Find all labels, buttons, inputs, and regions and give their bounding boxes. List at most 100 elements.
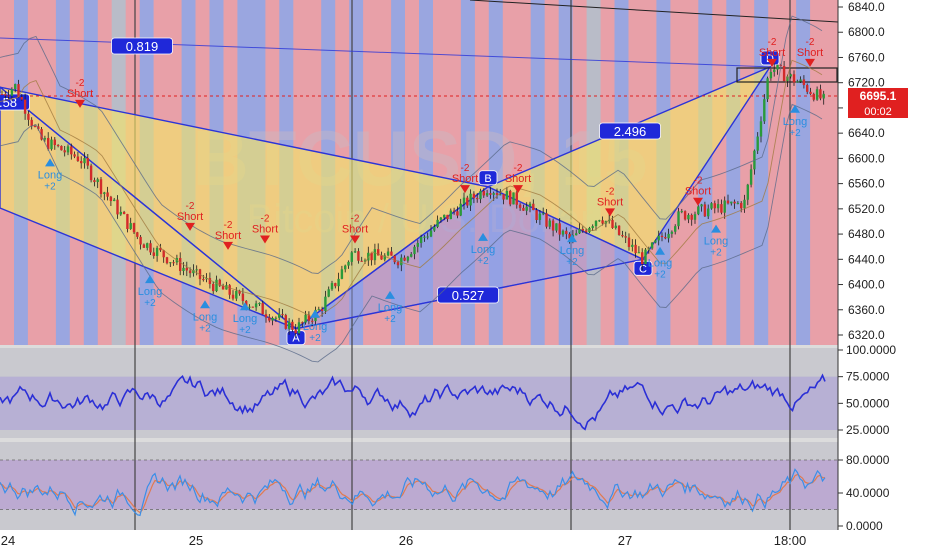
candle-body — [594, 220, 598, 227]
candle-body — [96, 179, 99, 183]
candle-body — [456, 211, 459, 216]
candle-body — [400, 257, 403, 266]
candle-body — [248, 306, 251, 308]
signal-qty: +2 — [477, 256, 489, 267]
candle-body — [472, 193, 476, 199]
candle-body — [53, 139, 56, 146]
candle-body — [185, 267, 188, 271]
candle-body — [462, 197, 466, 204]
candle-body — [617, 225, 621, 236]
rsi-line — [0, 373, 826, 431]
long-arrow-icon — [145, 275, 155, 284]
bollinger-lines — [0, 15, 823, 363]
candle-body — [360, 260, 363, 262]
time-axis: 24 25 26 27 18:00 — [1, 533, 807, 548]
long-signal: Long+2 — [378, 290, 402, 325]
candle-body — [146, 243, 149, 248]
candle-body — [116, 199, 119, 215]
price-tick-label: 6480.0 — [848, 227, 885, 241]
candle-body — [419, 236, 423, 244]
candle-body — [7, 95, 10, 97]
candle-body — [515, 192, 518, 205]
signal-text: Long — [193, 311, 217, 323]
signal-text: Long — [303, 321, 327, 333]
candle-body — [759, 121, 763, 137]
candle-body — [136, 232, 139, 237]
signal-text: Long — [783, 116, 807, 128]
panel-separator — [0, 438, 932, 442]
candle-body — [139, 236, 142, 245]
candle-body — [680, 211, 683, 213]
candle-body — [129, 223, 132, 229]
signal-text: Long — [38, 169, 62, 181]
signal-qty: -2 — [76, 78, 85, 89]
candle-body — [86, 158, 89, 166]
session-band — [698, 0, 713, 345]
ratio-label: 0.819 — [111, 37, 173, 55]
time-tick-label: 26 — [399, 533, 413, 548]
candle-body — [766, 78, 769, 100]
signal-qty: -2 — [514, 163, 523, 174]
long-arrow-icon — [711, 224, 721, 233]
short-arrow-icon — [605, 208, 615, 217]
signal-qty: -2 — [768, 37, 777, 48]
candle-body — [542, 213, 545, 215]
candle-body — [393, 255, 396, 263]
candle-body — [512, 192, 515, 205]
candle-body — [281, 314, 284, 316]
candle-body — [212, 284, 215, 292]
candle-body — [70, 146, 73, 155]
candle-body — [796, 81, 799, 83]
stoch-tick-label: 80.0000 — [846, 453, 890, 467]
candle-body — [581, 229, 584, 231]
candle-body — [172, 262, 175, 264]
candle-body — [271, 318, 274, 321]
bar-countdown-label: 00:02 — [864, 106, 892, 118]
candle-body — [634, 244, 637, 254]
candle-body — [736, 202, 740, 204]
candle-body — [344, 265, 347, 270]
candle-body — [14, 84, 17, 90]
candle-body — [258, 303, 261, 305]
candle-body — [93, 180, 96, 183]
candle-body — [403, 257, 406, 261]
candle-body — [568, 234, 571, 239]
candle-body — [627, 237, 631, 247]
ratio-text: 0.527 — [452, 288, 485, 303]
candle-body — [66, 146, 70, 153]
candle-body — [812, 94, 815, 100]
candle-body — [423, 236, 426, 238]
pattern-point-b: B — [478, 170, 498, 186]
candle-body — [367, 252, 370, 261]
candle-body — [413, 246, 416, 255]
candle-body — [195, 269, 198, 271]
candle-body — [317, 309, 320, 311]
candle-body — [565, 230, 568, 235]
candle-body — [254, 303, 258, 308]
candle-body — [624, 236, 627, 238]
ratio-label: 2.496 — [599, 122, 661, 140]
candle-body — [103, 192, 106, 194]
band-lower — [0, 103, 823, 363]
rsi-band — [0, 376, 838, 430]
long-signal: Long+2 — [648, 246, 672, 281]
candle-body — [373, 249, 377, 261]
candle-body — [746, 184, 749, 200]
signal-qty: +2 — [654, 270, 666, 281]
short-arrow-icon — [185, 222, 195, 231]
signal-text: Short — [797, 47, 823, 59]
candle-body — [0, 94, 4, 96]
candle-body — [806, 85, 809, 92]
candle-body — [202, 279, 205, 281]
ratio-label: 0.527 — [437, 286, 499, 304]
candle-body — [287, 321, 291, 329]
candle-body — [340, 269, 344, 279]
long-signal: Long+2 — [233, 302, 257, 336]
stoch-tick-label: 40.0000 — [846, 486, 890, 500]
candle-body — [165, 257, 169, 264]
candle-body — [353, 251, 357, 253]
candle-body — [697, 206, 700, 215]
price-tick-label: 6720.0 — [848, 76, 885, 90]
